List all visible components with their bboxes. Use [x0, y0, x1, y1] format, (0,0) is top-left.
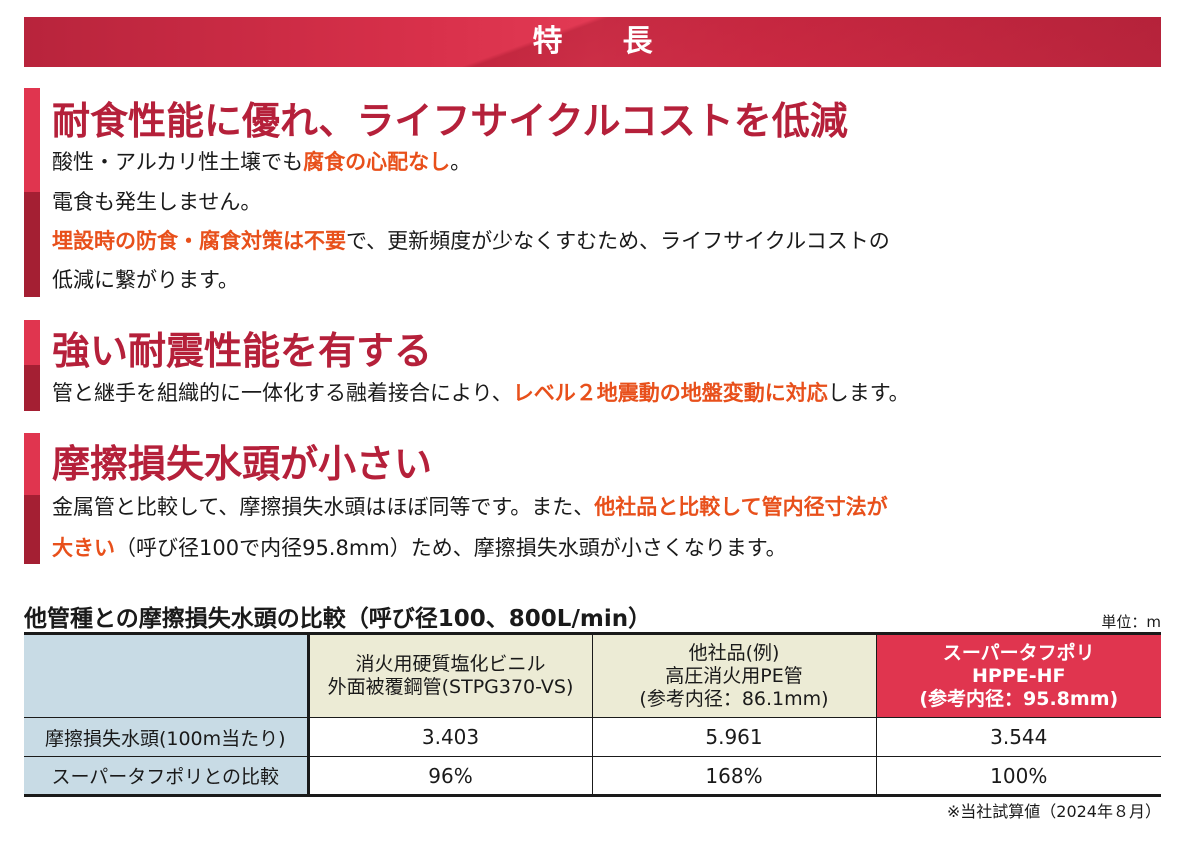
body-text: 。 [450, 150, 472, 174]
body-text: 金属管と比較して、摩擦損失水頭はほぼ同等です。また、 [52, 495, 595, 519]
table-cell: 3.544 [875, 717, 1161, 757]
column-header: 消火用硬質塩化ビニル 外面被覆鋼管(STPG370-VS) [307, 633, 593, 718]
footnote: ※当社試算値（2024年８月） [946, 802, 1161, 821]
table-cell: 96% [307, 756, 593, 796]
column-header-line: (参考内径：95.8mm) [919, 687, 1119, 710]
row-label: 摩擦損失水頭(100m当たり) [24, 717, 310, 757]
column-header-line: 高圧消火用PE管 [665, 664, 803, 687]
table-cell: 3.403 [307, 717, 593, 757]
highlight-text: 他社品と比較して管内径寸法が [594, 495, 888, 519]
row-label: スーパータフポリとの比較 [24, 756, 310, 796]
column-header-line: 消火用硬質塩化ビニル [355, 653, 546, 675]
column-header-highlight: スーパータフポリ HPPE-HF (参考内径：95.8mm) [875, 633, 1161, 718]
section-seismic: 強い耐震性能を有する 管と継手を組織的に一体化する融着接合により、レベル２地震動… [24, 320, 1161, 411]
highlight-text: レベル２地震動の地盤変動に対応 [512, 381, 828, 405]
highlight-text: 埋設時の防食・腐食対策は不要 [52, 229, 346, 253]
body-text: します。 [827, 381, 910, 405]
column-header-line: 外面被覆鋼管(STPG370-VS) [327, 676, 574, 698]
highlight-text: 大きい [52, 536, 115, 560]
column-header-line: 他社品(例) [688, 641, 780, 664]
table-cell: 100% [875, 756, 1161, 796]
column-header-line: スーパータフポリ [942, 641, 1095, 664]
section-line: 管と継手を組織的に一体化する融着接合により、レベル２地震動の地盤変動に対応します… [52, 377, 910, 407]
body-text: （呼び径100で内径95.8mm）ため、摩擦損失水頭が小さくなります。 [115, 536, 787, 560]
column-header: 他社品(例) 高圧消火用PE管 (参考内径：86.1mm) [591, 633, 877, 718]
section-line: 金属管と比較して、摩擦損失水頭はほぼ同等です。また、他社品と比較して管内径寸法が [52, 491, 888, 521]
column-header-line: HPPE-HF [972, 664, 1066, 687]
body-text: 電食も発生しません。 [52, 190, 262, 214]
unit-label: 単位：m [1101, 613, 1161, 631]
section-heading: 摩擦損失水頭が小さい [52, 442, 433, 486]
section-corrosion: 耐食性能に優れ、ライフサイクルコストを低減 酸性・アルカリ性土壌でも腐食の心配な… [24, 88, 1161, 297]
section-heading: 強い耐震性能を有する [52, 329, 433, 373]
body-text: 低減に繋がります。 [52, 268, 239, 292]
table-title: 他管種との摩擦損失水頭の比較（呼び径100、800L/min） [24, 606, 652, 632]
section-heading: 耐食性能に優れ、ライフサイクルコストを低減 [52, 99, 848, 143]
table-corner [24, 633, 310, 718]
column-header-line: (参考内径：86.1mm) [639, 687, 829, 710]
body-text: で、更新頻度が少なくすむため、ライフサイクルコストの [346, 229, 890, 253]
section-line: 低減に繋がります。 [52, 264, 239, 294]
section-line: 大きい（呼び径100で内径95.8mm）ため、摩擦損失水頭が小さくなります。 [52, 532, 787, 562]
table-cell: 168% [591, 756, 877, 796]
body-text: 管と継手を組織的に一体化する融着接合により、 [52, 381, 513, 405]
highlight-text: 腐食の心配なし [303, 150, 451, 174]
comparison-table: 消火用硬質塩化ビニル 外面被覆鋼管(STPG370-VS) 他社品(例) 高圧消火用… [24, 632, 1161, 797]
section-friction: 摩擦損失水頭が小さい 金属管と比較して、摩擦損失水頭はほぼ同等です。また、他社品… [24, 433, 1161, 564]
section-line: 酸性・アルカリ性土壌でも腐食の心配なし。 [52, 146, 471, 176]
table-cell: 5.961 [591, 717, 877, 757]
banner-title: 特長 [532, 24, 713, 59]
section-line: 電食も発生しません。 [52, 186, 261, 216]
body-text: 酸性・アルカリ性土壌でも [52, 150, 304, 174]
section-line: 埋設時の防食・腐食対策は不要で、更新頻度が少なくすむため、ライフサイクルコストの [52, 225, 890, 255]
features-banner: 特長 [24, 17, 1161, 67]
